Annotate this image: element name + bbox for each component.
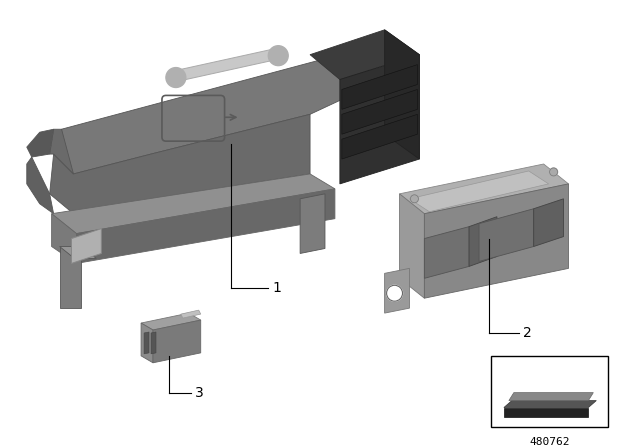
Polygon shape <box>340 55 419 184</box>
Bar <box>491 356 608 427</box>
Polygon shape <box>153 320 201 363</box>
Circle shape <box>268 46 288 65</box>
Polygon shape <box>534 199 564 246</box>
Polygon shape <box>27 157 54 214</box>
Polygon shape <box>504 408 588 418</box>
Polygon shape <box>76 189 335 263</box>
Polygon shape <box>385 268 410 313</box>
Polygon shape <box>509 392 593 401</box>
Polygon shape <box>151 332 156 354</box>
Polygon shape <box>60 246 81 308</box>
Polygon shape <box>504 401 596 408</box>
Circle shape <box>166 68 186 87</box>
Text: 2: 2 <box>523 326 532 340</box>
Polygon shape <box>144 332 149 354</box>
Polygon shape <box>300 194 325 254</box>
Polygon shape <box>60 246 97 258</box>
Polygon shape <box>27 129 54 157</box>
Polygon shape <box>141 323 153 363</box>
Polygon shape <box>399 194 424 298</box>
Polygon shape <box>310 30 419 79</box>
Polygon shape <box>72 228 101 263</box>
Polygon shape <box>399 164 568 214</box>
Polygon shape <box>424 227 469 278</box>
Polygon shape <box>171 50 285 79</box>
Circle shape <box>410 195 419 203</box>
Polygon shape <box>424 184 568 298</box>
Polygon shape <box>181 310 201 318</box>
Polygon shape <box>342 90 417 134</box>
Polygon shape <box>342 114 417 159</box>
Circle shape <box>387 285 403 301</box>
Polygon shape <box>479 209 534 262</box>
Polygon shape <box>141 313 201 330</box>
Polygon shape <box>50 129 74 174</box>
Polygon shape <box>342 65 417 109</box>
Polygon shape <box>52 174 335 233</box>
Polygon shape <box>469 217 497 267</box>
Polygon shape <box>385 30 419 159</box>
Text: 3: 3 <box>195 386 204 400</box>
Text: 480762: 480762 <box>529 437 570 448</box>
Polygon shape <box>410 171 548 212</box>
Circle shape <box>550 168 557 176</box>
Polygon shape <box>54 55 385 174</box>
Text: 1: 1 <box>272 281 281 295</box>
Polygon shape <box>50 114 310 214</box>
Polygon shape <box>52 214 76 263</box>
